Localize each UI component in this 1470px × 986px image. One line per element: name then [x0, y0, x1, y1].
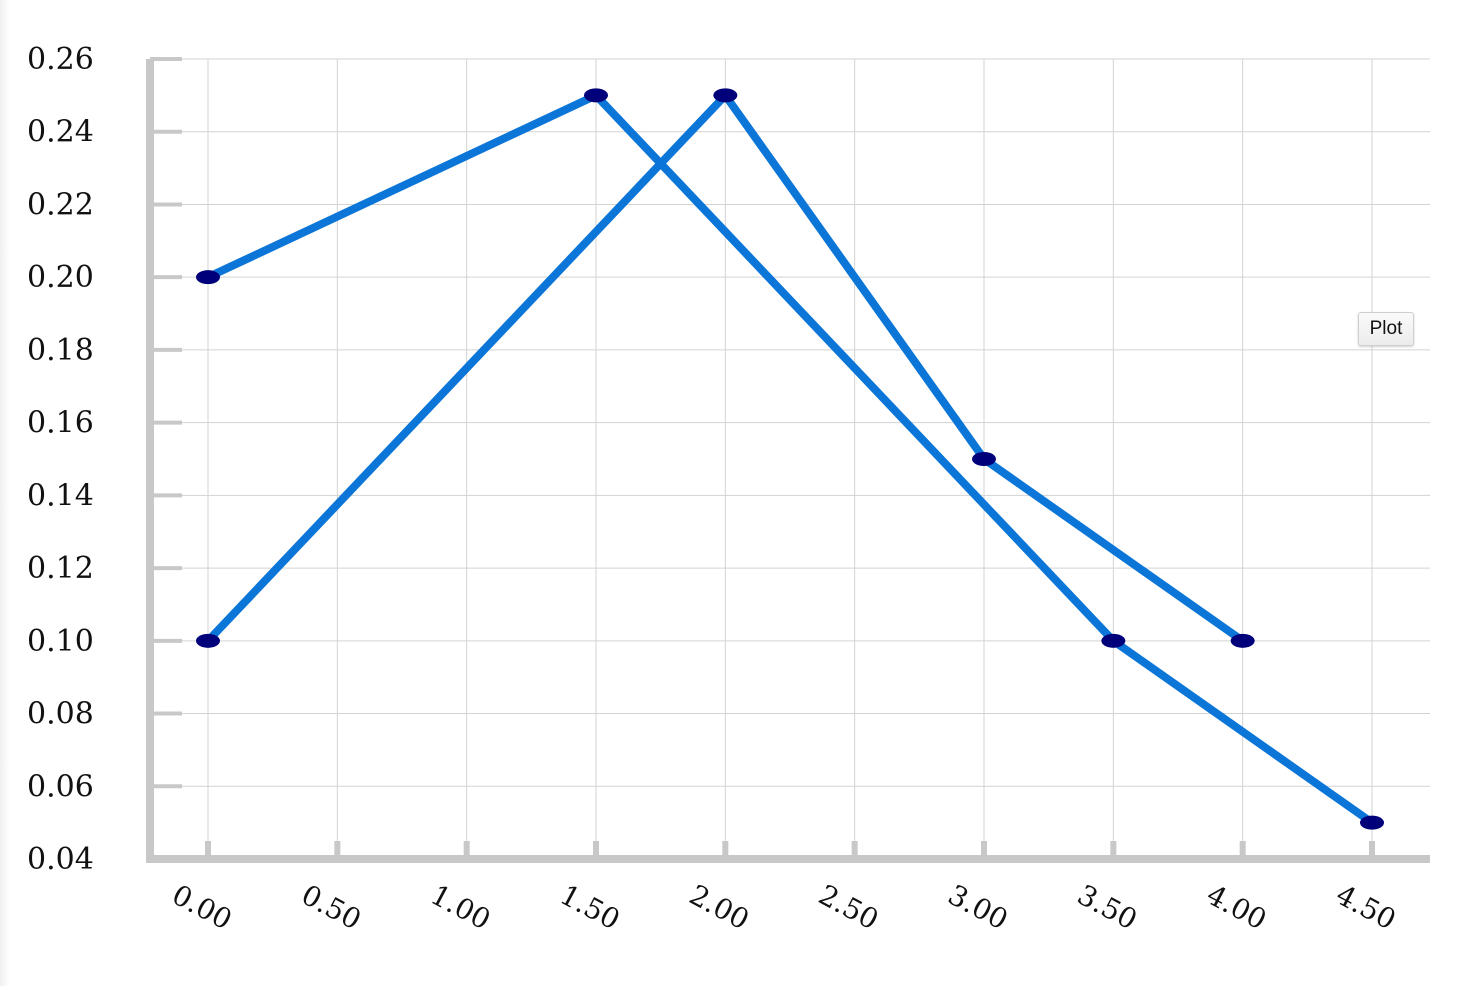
- y-tick-label: 0.04: [27, 842, 94, 877]
- x-tick-label: 2.00: [684, 878, 755, 936]
- series-2-point: [1230, 633, 1255, 648]
- y-tick-label: 0.26: [27, 42, 94, 77]
- y-tick-label: 0.16: [27, 406, 94, 441]
- series-1-point: [584, 88, 608, 103]
- page-left-edge: [0, 0, 10, 986]
- series-2-point: [196, 633, 220, 648]
- series-1-point: [196, 270, 220, 285]
- y-tick-label: 0.22: [27, 187, 94, 222]
- x-tick-label: 1.50: [555, 878, 626, 936]
- series-2-point: [972, 452, 996, 466]
- axes: [146, 57, 1430, 863]
- data-markers: [196, 88, 1384, 830]
- y-tick-label: 0.12: [27, 551, 94, 586]
- x-tick-label: 4.50: [1331, 878, 1402, 936]
- y-tick-label: 0.14: [27, 478, 94, 513]
- y-tick-label: 0.20: [27, 260, 94, 295]
- y-tick-label: 0.10: [27, 624, 94, 659]
- y-tick-label: 0.08: [27, 697, 94, 732]
- plot-button[interactable]: Plot: [1358, 312, 1414, 346]
- x-tick-label: 3.00: [943, 878, 1014, 936]
- tick-labels: 0.04 0.06 0.08 0.10 0.12 0.14 0.16 0.18 0.20 0.22…: [27, 42, 1401, 936]
- x-tick-label: 4.00: [1201, 878, 1272, 936]
- y-tick-label: 0.24: [27, 115, 94, 150]
- series-1-point: [1101, 633, 1126, 648]
- series-1-line: [206, 90, 1375, 826]
- series-2-point: [713, 88, 738, 103]
- x-tick-label: 3.50: [1072, 878, 1143, 936]
- series-1-point: [1360, 815, 1384, 830]
- series-2-line: [205, 89, 1245, 645]
- series-lines: [205, 89, 1375, 826]
- y-tick-label: 0.18: [27, 333, 94, 368]
- x-tick-label: 2.50: [813, 878, 884, 936]
- grid: [150, 58, 1430, 860]
- x-tick-label: 1.00: [425, 878, 496, 936]
- y-tick-label: 0.06: [27, 769, 94, 804]
- x-tick-label: 0.50: [296, 878, 367, 936]
- x-tick-label: 0.00: [167, 878, 238, 936]
